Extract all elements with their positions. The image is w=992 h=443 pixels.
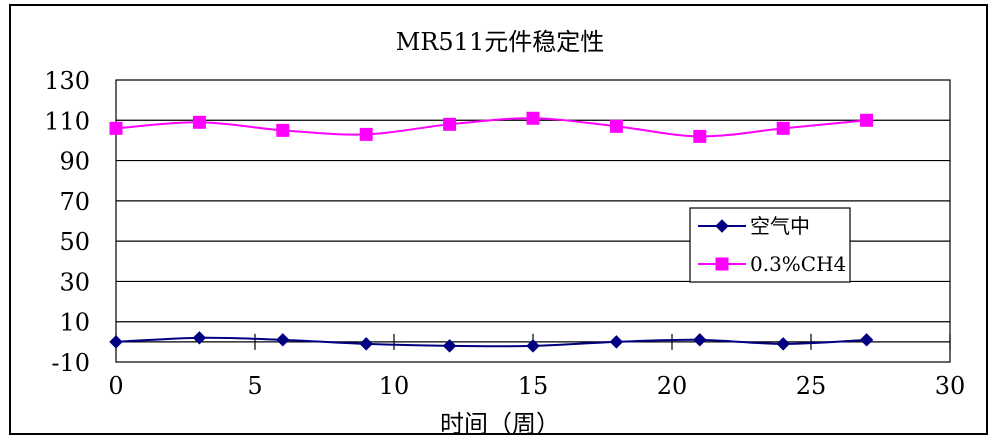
series-1-point <box>526 339 540 353</box>
series-2-point <box>693 129 707 143</box>
series-line-2 <box>115 117 867 138</box>
series-2-point <box>192 115 206 129</box>
y-tick-label: 130 <box>44 67 90 95</box>
x-tick-label: 20 <box>657 372 688 400</box>
series-1-point <box>442 339 457 353</box>
series-2-point <box>526 111 540 125</box>
series-1-point <box>859 333 874 347</box>
x-tick-label: 30 <box>935 372 966 400</box>
y-tick-label: 10 <box>59 309 90 337</box>
series-2-point <box>860 113 874 127</box>
y-tick-label: 110 <box>44 107 90 135</box>
series-2-point <box>276 123 290 137</box>
series-1-point <box>192 331 207 345</box>
y-tick-label: -10 <box>51 349 90 377</box>
x-tick-label: 0 <box>108 372 123 400</box>
series-2-point <box>109 121 123 135</box>
series-2-point <box>359 127 373 141</box>
x-axis-label: 时间（周） <box>440 410 560 438</box>
series-1-point <box>776 337 790 351</box>
series-2-point <box>443 117 457 131</box>
series-line-1 <box>115 336 867 348</box>
legend-label-1: 空气中 <box>750 214 810 238</box>
y-tick-label: 90 <box>59 148 90 176</box>
x-tick-label: 5 <box>247 372 262 400</box>
x-tick-label: 25 <box>796 372 827 400</box>
y-tick-label: 70 <box>59 188 90 216</box>
legend-label-2: 0.3%CH4 <box>750 252 846 276</box>
series-1-point <box>359 337 373 351</box>
y-tick-label: 50 <box>59 228 90 256</box>
x-tick-label: 15 <box>518 372 549 400</box>
y-tick-label: 30 <box>59 268 90 296</box>
x-tick-label: 10 <box>379 372 410 400</box>
series-2-point <box>609 119 623 133</box>
series-1-point <box>609 335 624 349</box>
plot-area: 130 110 90 70 50 30 10 -10 0 5 10 15 20 25 30 空气中 0.3%CH… <box>44 67 965 400</box>
series-2-point <box>776 121 790 135</box>
series-1-point <box>276 333 290 347</box>
legend-marker-1 <box>715 219 729 233</box>
legend-marker-2 <box>715 257 729 271</box>
series-1-point <box>693 333 707 347</box>
series-1-point <box>109 335 123 349</box>
chart-title: MR511元件稳定性 <box>396 28 604 56</box>
